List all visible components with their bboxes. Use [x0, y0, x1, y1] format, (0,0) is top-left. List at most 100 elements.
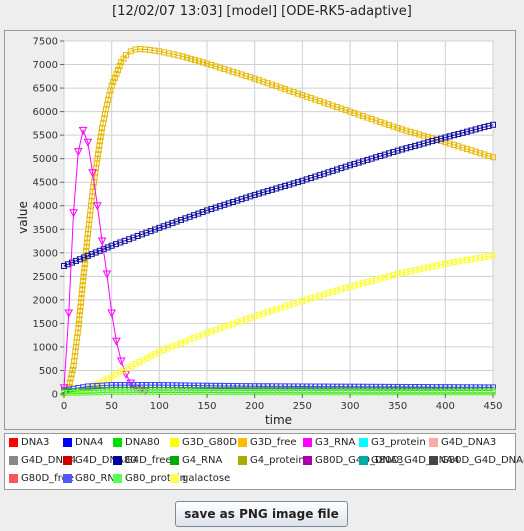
- data-point: [208, 206, 215, 213]
- data-point: [221, 201, 228, 208]
- data-point: [94, 155, 101, 162]
- data-point: [217, 325, 223, 332]
- data-point: [64, 309, 74, 318]
- data-point: [173, 341, 180, 348]
- data-point: [299, 177, 306, 184]
- data-point: [184, 54, 191, 61]
- data-point: [87, 389, 93, 396]
- data-point: [78, 389, 85, 396]
- data-point: [321, 170, 327, 177]
- data-point: [269, 81, 275, 88]
- data-point: [464, 128, 470, 135]
- data-point: [373, 276, 379, 283]
- x-tick-label: 450: [483, 401, 502, 412]
- data-point: [433, 136, 440, 143]
- y-axis-label: value: [16, 201, 30, 234]
- legend-label: DNA80: [125, 437, 160, 448]
- legend-item: G4D_DNA3: [429, 437, 496, 448]
- data-point: [264, 188, 271, 195]
- legend-item: G4D_free: [113, 455, 172, 466]
- legend-label: G4D_DNA4: [21, 455, 77, 466]
- data-point: [264, 309, 271, 316]
- data-point: [468, 127, 475, 134]
- legend-label: DNA3: [21, 437, 50, 448]
- data-point: [277, 184, 284, 191]
- legend-item: G80D_G4D_DNA80: [429, 455, 524, 466]
- data-point: [381, 274, 388, 281]
- data-point: [316, 172, 323, 179]
- data-point: [416, 266, 423, 273]
- data-point: [485, 253, 492, 260]
- data-point: [96, 142, 103, 149]
- data-point: [73, 148, 83, 157]
- data-point: [260, 383, 267, 390]
- data-point: [273, 306, 280, 313]
- data-point: [77, 307, 84, 314]
- data-point: [425, 139, 431, 146]
- data-point: [212, 326, 219, 333]
- data-point: [364, 156, 371, 163]
- data-point: [169, 220, 176, 227]
- data-point: [338, 383, 345, 390]
- data-point: [84, 235, 91, 242]
- save-png-button[interactable]: save as PNG image file: [175, 501, 348, 527]
- y-tick-label: 3500: [33, 225, 58, 236]
- data-point: [251, 191, 258, 198]
- legend-item: G4D_DNA4: [9, 455, 76, 466]
- data-point: [97, 133, 104, 140]
- data-point: [100, 389, 106, 396]
- legend-swatch: [9, 438, 18, 447]
- data-point: [121, 388, 128, 395]
- data-point: [80, 273, 87, 280]
- data-point: [369, 389, 376, 396]
- legend-swatch: [170, 474, 179, 483]
- data-point: [446, 140, 453, 147]
- data-point: [80, 254, 87, 261]
- data-point: [477, 254, 483, 261]
- data-point: [139, 231, 145, 238]
- data-point: [269, 383, 275, 390]
- data-point: [84, 252, 91, 259]
- data-point: [325, 290, 332, 297]
- data-point: [386, 273, 392, 280]
- data-point: [481, 389, 488, 396]
- data-point: [104, 244, 111, 251]
- y-tick-label: 2500: [33, 272, 58, 283]
- data-point: [251, 75, 258, 82]
- data-point: [91, 389, 98, 396]
- data-point: [377, 275, 384, 282]
- data-point: [195, 210, 202, 217]
- y-tick-label: 4000: [33, 201, 58, 212]
- data-point: [152, 226, 158, 233]
- data-point: [78, 290, 85, 297]
- data-point: [490, 121, 496, 128]
- data-point: [433, 262, 440, 269]
- data-point: [485, 152, 492, 159]
- data-point: [468, 147, 475, 154]
- data-point: [347, 283, 353, 290]
- data-point: [387, 389, 394, 396]
- data-point: [81, 265, 88, 272]
- y-tick-label: 2000: [33, 295, 58, 306]
- data-point: [368, 116, 375, 123]
- data-point: [347, 383, 353, 390]
- data-point: [74, 389, 80, 396]
- data-point: [130, 388, 137, 395]
- series-G80_RNA: [61, 382, 496, 394]
- data-point: [477, 125, 483, 132]
- data-point: [351, 282, 358, 289]
- data-point: [102, 270, 112, 279]
- data-point: [273, 185, 280, 192]
- data-point: [88, 169, 97, 178]
- data-point: [377, 152, 384, 159]
- legend-swatch: [63, 456, 72, 465]
- data-point: [234, 319, 241, 326]
- data-point: [260, 78, 267, 85]
- data-point: [399, 270, 405, 277]
- data-point: [277, 84, 284, 91]
- data-point: [438, 135, 444, 142]
- data-point: [256, 311, 262, 318]
- data-point: [95, 151, 102, 158]
- data-point: [338, 286, 345, 293]
- data-point: [481, 254, 488, 261]
